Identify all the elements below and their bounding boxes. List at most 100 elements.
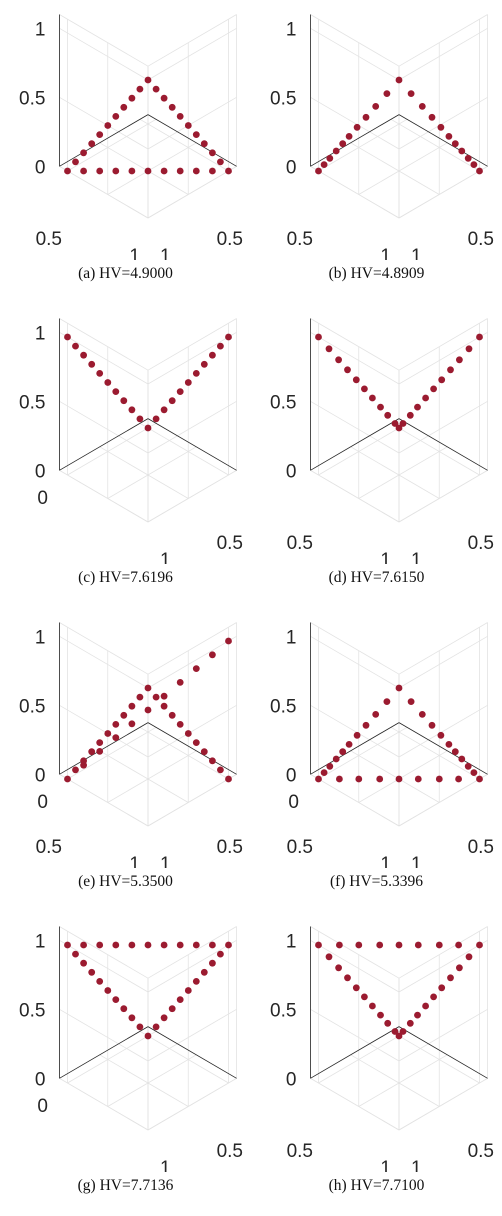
data-point bbox=[136, 1023, 144, 1031]
data-point bbox=[383, 90, 391, 97]
data-point bbox=[168, 1005, 176, 1013]
data-point bbox=[345, 133, 353, 140]
data-point bbox=[144, 706, 152, 714]
data-point bbox=[445, 133, 453, 140]
gridline bbox=[147, 939, 237, 993]
data-point bbox=[112, 996, 120, 1003]
gridline bbox=[390, 726, 480, 780]
panel-h: 0 0.5 1 0.5 1 0.5 1 (h) HV=7.7100 bbox=[251, 912, 502, 1216]
data-point bbox=[176, 996, 184, 1003]
x-tick-label: 1 bbox=[411, 854, 422, 868]
data-point bbox=[176, 388, 184, 395]
gridline bbox=[310, 318, 400, 371]
data-point bbox=[144, 1032, 152, 1040]
data-point bbox=[451, 748, 459, 756]
data-point bbox=[456, 964, 463, 972]
panel-b: 0 0.5 1 0.5 1 0.5 1 (b) HV=4.8909 bbox=[251, 0, 502, 304]
data-point bbox=[352, 984, 360, 992]
y-tick-label: 1 bbox=[380, 1158, 391, 1172]
data-point bbox=[160, 1014, 168, 1022]
gridline bbox=[398, 939, 488, 993]
data-point bbox=[332, 755, 340, 763]
x-axis-line bbox=[310, 1026, 400, 1079]
data-point bbox=[458, 147, 466, 155]
gridline bbox=[390, 118, 480, 172]
data-point bbox=[96, 739, 104, 746]
y-tick-label: 0.5 bbox=[287, 837, 313, 858]
gridline bbox=[398, 331, 488, 385]
gridline bbox=[310, 1008, 400, 1062]
data-point bbox=[376, 941, 384, 949]
gridline bbox=[310, 469, 400, 523]
data-point bbox=[428, 721, 436, 729]
data-point bbox=[168, 711, 176, 719]
data-point bbox=[353, 123, 361, 131]
y-tick-label: 0 bbox=[37, 792, 48, 813]
x-tick-label: 0.5 bbox=[468, 533, 494, 554]
data-point bbox=[136, 415, 144, 423]
gridline bbox=[147, 400, 237, 454]
y-tick-label: 1 bbox=[129, 854, 140, 868]
data-point bbox=[335, 964, 342, 972]
z-tick-label: 1 bbox=[286, 931, 297, 952]
gridline bbox=[398, 469, 488, 523]
y-tick-label: 0.5 bbox=[287, 229, 313, 250]
gridline bbox=[390, 422, 480, 476]
data-point bbox=[192, 131, 200, 139]
data-point bbox=[209, 757, 216, 765]
gridline bbox=[398, 773, 488, 827]
x-tick-label: 1 bbox=[160, 1158, 171, 1172]
data-point bbox=[192, 167, 200, 175]
panel-c: 0 0.5 1 0 0.5 1 (c) HV=7.6196 bbox=[0, 304, 251, 608]
gridline bbox=[67, 422, 157, 476]
gridline bbox=[99, 142, 189, 195]
data-point bbox=[80, 959, 87, 967]
gridline bbox=[147, 622, 237, 675]
data-point bbox=[192, 941, 200, 949]
data-point bbox=[200, 140, 208, 148]
y-tick-label: 0 bbox=[37, 488, 48, 509]
data-point bbox=[160, 941, 168, 949]
data-point bbox=[184, 379, 192, 386]
data-point bbox=[144, 76, 152, 84]
data-point bbox=[104, 987, 112, 994]
gridline bbox=[59, 1008, 149, 1062]
z-tick-label: 1 bbox=[35, 627, 46, 648]
panel-a: 0 0.5 1 0.5 1 0.5 1 (a) HV=4.9000 bbox=[0, 0, 251, 304]
data-point bbox=[437, 123, 445, 131]
x-axis-line bbox=[310, 114, 400, 167]
data-point bbox=[372, 103, 380, 110]
scatter-plot-a: 0 0.5 1 0.5 1 0.5 1 bbox=[19, 14, 243, 260]
gridline bbox=[358, 750, 448, 803]
x-tick-label: 0.5 bbox=[468, 837, 494, 858]
caption-f: (f) HV=5.3396 bbox=[329, 873, 424, 890]
gridline bbox=[147, 704, 237, 758]
data-point bbox=[384, 411, 392, 419]
data-point bbox=[200, 748, 208, 756]
data-point bbox=[64, 941, 71, 949]
data-point bbox=[128, 941, 136, 949]
data-point bbox=[336, 775, 343, 783]
gridline bbox=[390, 1030, 480, 1084]
gridline bbox=[59, 165, 149, 219]
data-point bbox=[192, 739, 200, 746]
data-point bbox=[217, 950, 224, 958]
data-point bbox=[344, 974, 351, 982]
data-point bbox=[377, 403, 384, 411]
data-point bbox=[336, 941, 343, 949]
gridline bbox=[318, 726, 408, 780]
z-tick-label: 1 bbox=[35, 931, 46, 952]
data-point bbox=[80, 941, 87, 949]
gridline bbox=[59, 318, 149, 371]
x-tick-label: 0.5 bbox=[468, 1141, 494, 1162]
gridline bbox=[310, 96, 400, 150]
data-point bbox=[112, 388, 120, 395]
gridline bbox=[59, 96, 149, 150]
x-tick-label: 1 bbox=[411, 550, 422, 564]
data-point bbox=[395, 1032, 403, 1040]
data-point bbox=[353, 731, 361, 739]
data-point bbox=[225, 637, 232, 645]
data-point bbox=[476, 333, 483, 341]
data-point bbox=[64, 333, 71, 341]
data-point bbox=[361, 993, 368, 1001]
